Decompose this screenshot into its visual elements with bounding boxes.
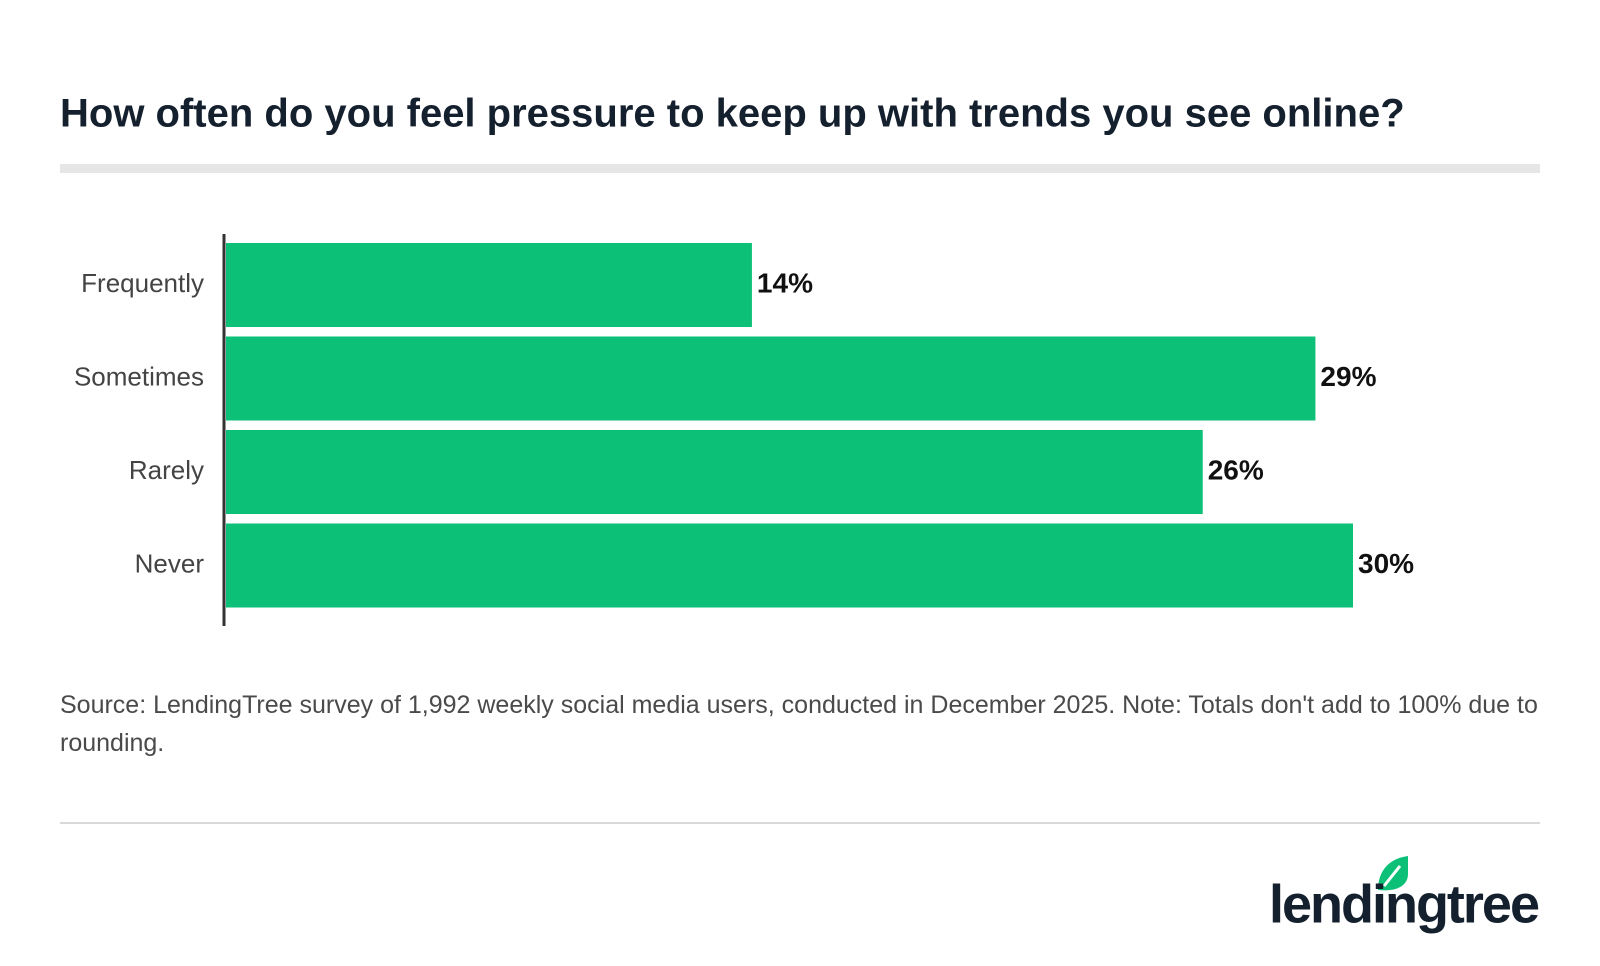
category-label: Sometimes [74, 361, 204, 391]
source-note: Source: LendingTree survey of 1,992 week… [60, 691, 1538, 757]
value-label: 14% [757, 267, 813, 298]
bar [226, 336, 1316, 421]
logo-icon [1378, 856, 1408, 891]
value-label: 26% [1208, 454, 1264, 485]
value-label: 29% [1320, 361, 1376, 392]
logo: lendingtree [1269, 874, 1539, 934]
value-label: 30% [1358, 548, 1414, 579]
chart-title: How often do you feel pressure to keep u… [60, 92, 1405, 136]
category-label: Frequently [81, 268, 204, 298]
title-rule [60, 164, 1540, 173]
bar [226, 430, 1203, 514]
bar [226, 523, 1353, 608]
category-label: Rarely [129, 455, 204, 485]
category-label: Never [135, 548, 205, 578]
bar [226, 243, 752, 327]
